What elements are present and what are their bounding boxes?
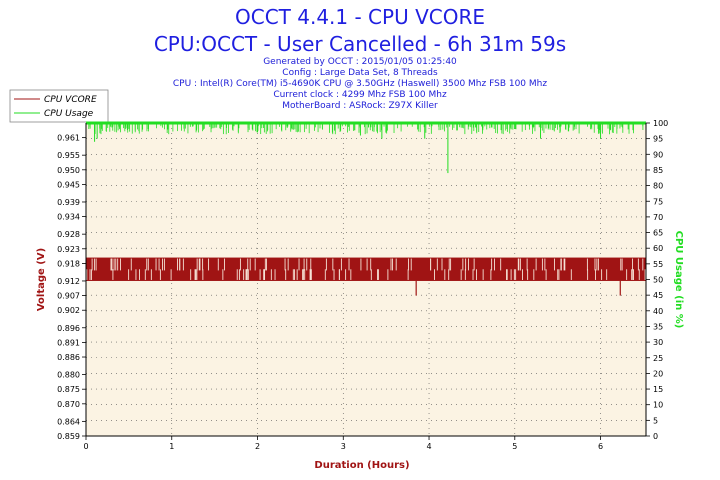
y-right-tick-label: 75 xyxy=(653,197,663,206)
y-left-tick-label: 0.880 xyxy=(57,371,80,380)
y-left-tick-label: 0.934 xyxy=(57,213,80,222)
y-right-tick-label: 55 xyxy=(653,260,663,269)
y-left-tick-label: 0.923 xyxy=(57,245,80,254)
info-cpu: CPU : Intel(R) Core(TM) i5-4690K CPU @ 3… xyxy=(173,79,547,89)
y-left-tick-label: 0.870 xyxy=(57,400,80,409)
y-left-tick-label: 0.918 xyxy=(57,259,80,268)
x-tick-label: 2 xyxy=(255,442,260,451)
y-right-tick-label: 20 xyxy=(653,369,663,378)
y-right-tick-label: 85 xyxy=(653,166,663,175)
y-right-tick-label: 100 xyxy=(653,119,668,128)
chart-title: OCCT 4.4.1 - CPU VCORE xyxy=(235,5,485,29)
x-tick-label: 4 xyxy=(426,442,431,451)
legend: CPU VCORE CPU Usage xyxy=(9,89,109,123)
y-left-tick-label: 0.928 xyxy=(57,230,80,239)
info-generated: Generated by OCCT : 2015/01/05 01:25:40 xyxy=(263,57,457,67)
x-tick-label: 1 xyxy=(169,442,174,451)
y-left-tick-label: 0.891 xyxy=(57,338,80,347)
x-axis-label: Duration (Hours) xyxy=(314,460,409,471)
y-axis-left-label: Voltage (V) xyxy=(36,248,47,311)
info-clock: Current clock : 4299 Mhz FSB 100 Mhz xyxy=(273,90,447,100)
y-axis-left-ticks: 0.859 0.864 0.870 0.875 0.880 0.886 0.891 0.896… xyxy=(57,134,86,441)
x-tick-label: 6 xyxy=(598,442,603,451)
info-motherboard: MotherBoard : ASRock: Z97X Killer xyxy=(282,101,438,111)
y-right-tick-label: 15 xyxy=(653,385,663,394)
x-axis-ticks: 0 1 2 3 4 5 6 xyxy=(83,436,603,451)
y-right-tick-label: 10 xyxy=(653,401,663,410)
y-left-tick-label: 0.886 xyxy=(57,353,80,362)
y-left-tick-label: 0.864 xyxy=(57,417,80,426)
series-usage xyxy=(86,121,646,174)
y-left-tick-label: 0.859 xyxy=(57,432,80,441)
y-right-tick-label: 40 xyxy=(653,307,663,316)
y-left-tick-label: 0.961 xyxy=(57,134,80,143)
y-right-tick-label: 90 xyxy=(653,150,663,159)
y-right-tick-label: 60 xyxy=(653,244,663,253)
y-right-tick-label: 30 xyxy=(653,338,663,347)
y-right-tick-label: 0 xyxy=(653,432,658,441)
x-tick-label: 3 xyxy=(341,442,346,451)
vcore-band xyxy=(86,257,646,281)
y-axis-right-ticks: 0 5 10 15 20 25 30 35 40 45 50 55 60 65 70 75 80 85 90 95 10… xyxy=(646,119,668,441)
y-right-tick-label: 65 xyxy=(653,229,663,238)
y-left-tick-label: 0.939 xyxy=(57,198,80,207)
y-left-tick-label: 0.896 xyxy=(57,324,80,333)
y-right-tick-label: 25 xyxy=(653,354,663,363)
x-tick-label: 0 xyxy=(83,442,88,451)
y-right-tick-label: 50 xyxy=(653,276,663,285)
info-block: Generated by OCCT : 2015/01/05 01:25:40 … xyxy=(173,57,547,111)
y-right-tick-label: 70 xyxy=(653,213,663,222)
series-vcore xyxy=(86,257,646,296)
y-axis-right-label: CPU Usage (in %) xyxy=(673,231,684,329)
y-left-tick-label: 0.945 xyxy=(57,180,80,189)
legend-box xyxy=(9,89,109,123)
legend-entry-usage: CPU Usage xyxy=(44,109,94,119)
y-right-tick-label: 45 xyxy=(653,291,663,300)
y-left-tick-label: 0.912 xyxy=(57,277,80,286)
y-right-tick-label: 5 xyxy=(653,416,658,425)
y-right-tick-label: 35 xyxy=(653,322,663,331)
y-right-tick-label: 95 xyxy=(653,135,663,144)
y-right-tick-label: 80 xyxy=(653,182,663,191)
chart-subtitle: CPU:OCCT - User Cancelled - 6h 31m 59s xyxy=(154,32,566,56)
info-config: Config : Large Data Set, 8 Threads xyxy=(282,68,438,78)
legend-entry-vcore: CPU VCORE xyxy=(44,95,97,105)
x-tick-label: 5 xyxy=(512,442,517,451)
y-left-tick-label: 0.875 xyxy=(57,385,80,394)
y-left-tick-label: 0.955 xyxy=(57,151,80,160)
y-left-tick-label: 0.907 xyxy=(57,292,80,301)
y-left-tick-label: 0.902 xyxy=(57,306,80,315)
y-left-tick-label: 0.950 xyxy=(57,166,80,175)
